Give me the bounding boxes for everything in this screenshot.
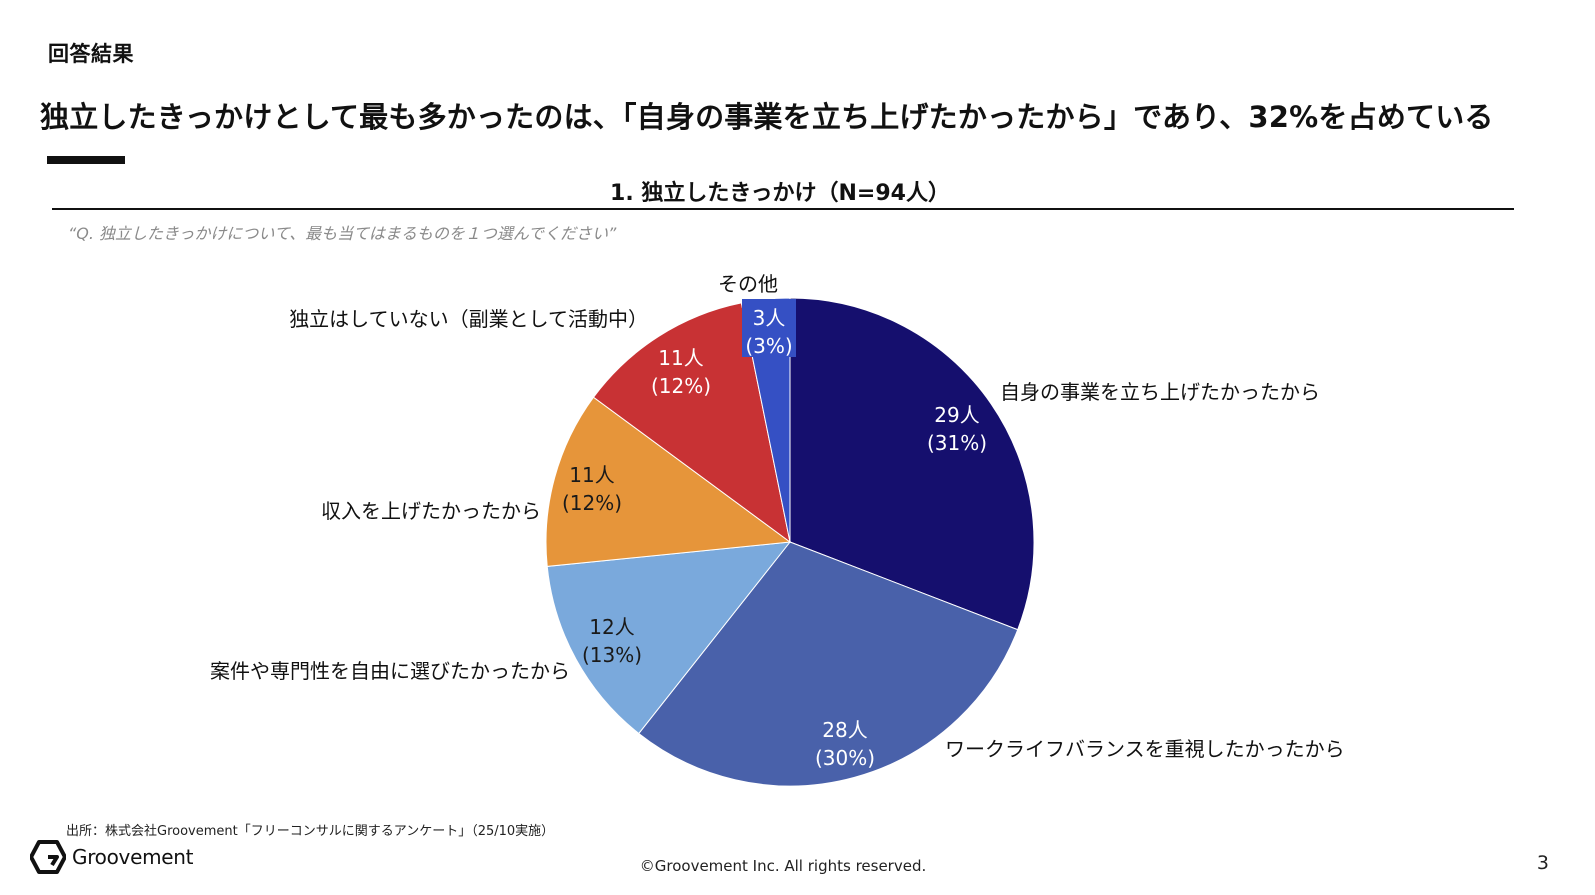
slice-count-label: 12人 xyxy=(589,615,634,639)
copyright-text: ©Groovement Inc. All rights reserved. xyxy=(639,857,927,875)
category-label: 案件や専門性を自由に選びたかったから xyxy=(210,659,570,683)
slice-count-label: 11人 xyxy=(569,463,614,487)
pie-slice xyxy=(638,541,1019,787)
section-label: 回答結果 xyxy=(48,42,134,66)
category-label: 収入を上げたかったから xyxy=(321,499,541,523)
page-headline: 独立したきっかけとして最も多かったのは、「自身の事業を立ち上げたかったから」であ… xyxy=(40,100,1494,134)
pie-slice xyxy=(592,302,791,544)
small-slice-label-box xyxy=(742,299,796,357)
headline-accent-bar xyxy=(47,156,125,164)
page-number: 3 xyxy=(1536,852,1549,874)
source-note: 出所：株式会社Groovement「フリーコンサルに関するアンケート」（25/1… xyxy=(66,824,555,839)
survey-question: “Q. 独立したきっかけについて、最も当てはまるものを１つ選んでください” xyxy=(68,224,617,243)
slice-percent-label: (30%) xyxy=(815,746,875,770)
slice-percent-label: (12%) xyxy=(651,374,711,398)
groovement-logo-icon xyxy=(30,840,66,874)
slice-count-label: 3人 xyxy=(753,306,786,330)
slice-percent-label: (3%) xyxy=(745,334,792,358)
category-label: 独立はしていない（副業として活動中） xyxy=(289,307,648,331)
slice-count-label: 28人 xyxy=(822,718,867,742)
chart-title-divider xyxy=(52,208,1514,210)
pie-slice xyxy=(789,297,1035,631)
pie-slice xyxy=(546,541,792,735)
slice-percent-label: (12%) xyxy=(562,491,622,515)
pie-slice xyxy=(545,396,792,567)
brand-logo: Groovement xyxy=(30,840,194,874)
logo-text: Groovement xyxy=(72,845,194,869)
slice-percent-label: (13%) xyxy=(582,643,642,667)
chart-title: 1. 独立したきっかけ（N=94人） xyxy=(610,181,950,206)
category-label: ワークライフバランスを重視したかったから xyxy=(945,737,1345,761)
slice-count-label: 11人 xyxy=(658,346,703,370)
slice-percent-label: (31%) xyxy=(927,431,987,455)
slice-count-label: 29人 xyxy=(934,403,979,427)
category-label: 自身の事業を立ち上げたかったから xyxy=(1000,380,1320,404)
category-label: その他 xyxy=(718,272,778,296)
